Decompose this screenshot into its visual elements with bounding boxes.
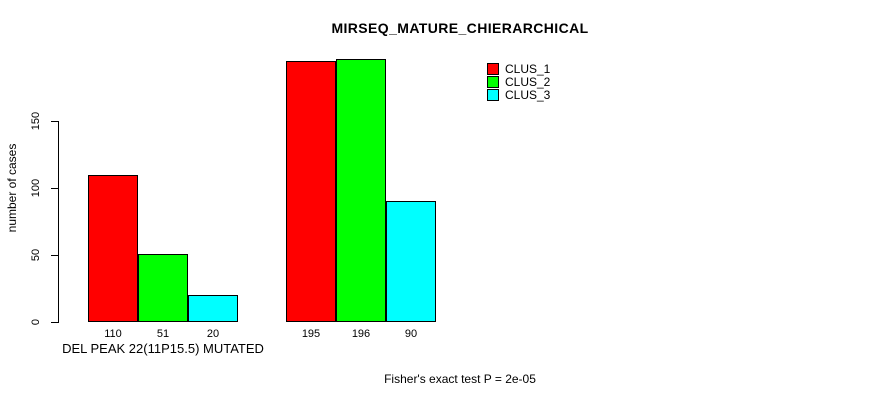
- fisher-test-annotation: Fisher's exact test P = 2e-05: [384, 372, 536, 386]
- y-axis-tick-label: 100: [30, 178, 42, 198]
- bar-clus_2-group1: [138, 254, 188, 322]
- bar-clus_3-group2: [386, 201, 436, 322]
- y-axis-line: [58, 121, 59, 323]
- legend: CLUS_1 CLUS_2 CLUS_3: [487, 61, 551, 102]
- legend-label-clus-1: CLUS_1: [505, 61, 551, 76]
- legend-item-clus-2: CLUS_2: [487, 74, 551, 89]
- y-axis-tick-label: 50: [30, 248, 42, 262]
- bar-value-label: 51: [156, 328, 170, 340]
- bar-value-label: 20: [206, 328, 220, 340]
- y-axis-tick: [51, 255, 58, 256]
- y-axis-label: number of cases: [5, 143, 19, 233]
- bar-value-label: 110: [104, 328, 122, 340]
- bar-clus_3-group1: [188, 295, 238, 322]
- legend-swatch-clus-3-icon: [487, 88, 499, 101]
- y-axis-tick: [51, 188, 58, 189]
- y-axis-tick-label: 0: [30, 318, 42, 326]
- legend-swatch-clus-1-icon: [487, 62, 499, 75]
- bar-value-label: 90: [404, 328, 418, 340]
- legend-label-clus-3: CLUS_3: [505, 87, 551, 102]
- y-axis-tick-label: 150: [30, 111, 42, 131]
- legend-item-clus-3: CLUS_3: [487, 87, 551, 102]
- legend-swatch-clus-2-icon: [487, 75, 499, 88]
- bar-clus_1-group1: [88, 175, 138, 322]
- y-axis-tick: [51, 322, 58, 323]
- bar-clus_2-group2: [336, 59, 386, 322]
- legend-label-clus-2: CLUS_2: [505, 74, 551, 89]
- x-axis-group-label: DEL PEAK 22(11P15.5) MUTATED: [62, 341, 264, 356]
- chart-title: MIRSEQ_MATURE_CHIERARCHICAL: [331, 20, 589, 36]
- bar-value-label: 195: [301, 328, 321, 340]
- bar-clus_1-group2: [286, 61, 336, 322]
- y-axis-tick: [51, 121, 58, 122]
- legend-item-clus-1: CLUS_1: [487, 61, 551, 76]
- bar-value-label: 196: [351, 328, 371, 340]
